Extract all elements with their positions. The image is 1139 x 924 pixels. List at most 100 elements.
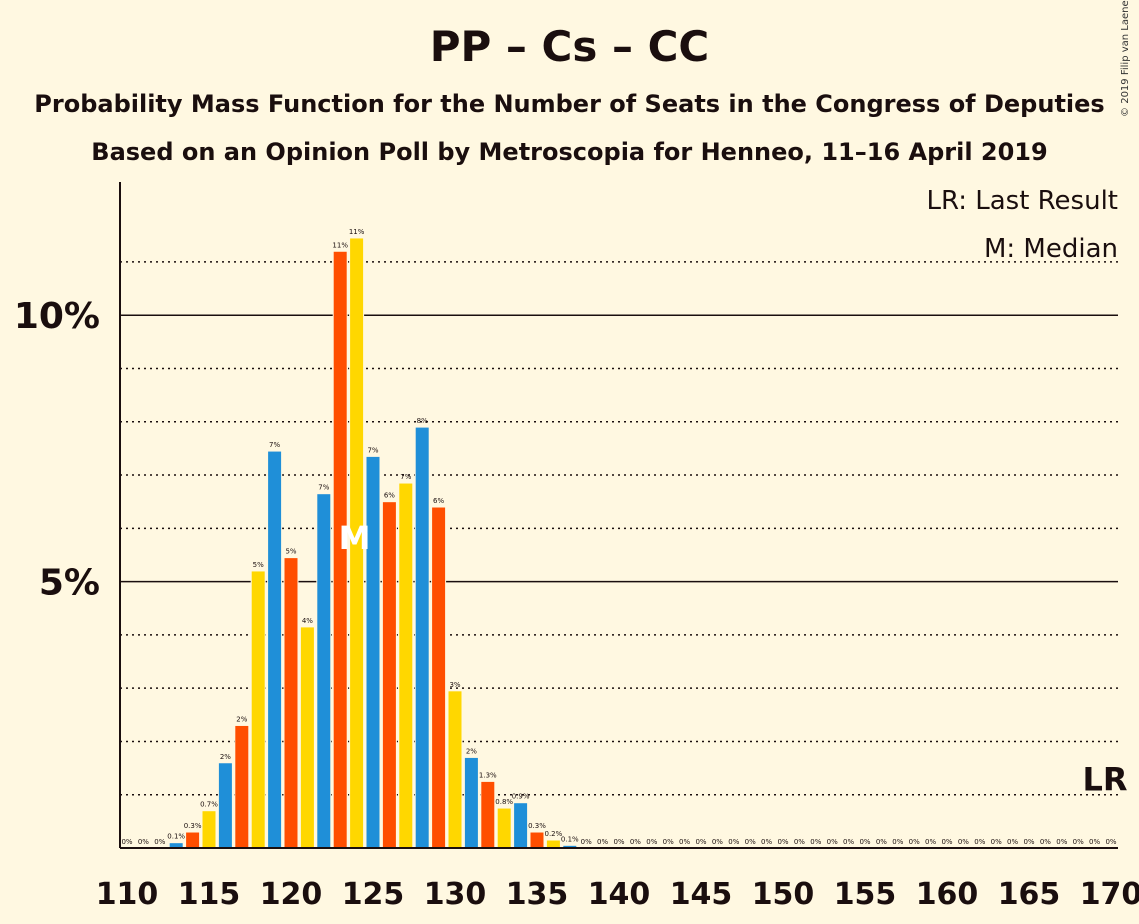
bar-label-seat-169: 0%: [1089, 838, 1100, 846]
bar-label-seat-121: 4%: [302, 617, 313, 625]
bar-label-seat-135: 0.3%: [528, 822, 546, 830]
x-tick-label: 135: [506, 877, 569, 912]
bar-label-seat-111: 0%: [138, 838, 149, 846]
bar-label-seat-119: 7%: [269, 441, 280, 449]
bar-label-seat-160: 0%: [941, 838, 952, 846]
bar-label-seat-124: 11%: [349, 228, 365, 236]
bar-seat-135: [529, 831, 545, 849]
bar-label-seat-148: 0%: [745, 838, 756, 846]
x-tick-label: 115: [178, 877, 241, 912]
bar-label-seat-138: 0%: [581, 838, 592, 846]
bar-label-seat-114: 0.3%: [184, 822, 202, 830]
bar-seat-120: [283, 557, 299, 849]
bar-label-seat-125: 7%: [367, 446, 378, 454]
x-tick-label: 145: [670, 877, 733, 912]
bar-label-seat-137: 0.1%: [561, 835, 579, 843]
bar-seat-136: [545, 839, 561, 849]
x-tick-labels: 110 115 120 125 130 135 140 145 150 155 160 165 170: [96, 877, 1139, 912]
bar-seat-118: [250, 570, 266, 849]
x-tick-label: 165: [998, 877, 1061, 912]
bar-label-seat-144: 0%: [679, 838, 690, 846]
bar-label-seat-130: 3%: [449, 681, 460, 689]
bar-label-seat-123: 11%: [332, 241, 348, 249]
bar-seat-127: [398, 482, 414, 849]
gridlines: [120, 261, 1118, 796]
bar-label-seat-122: 7%: [318, 484, 329, 492]
median-marker: M: [339, 519, 371, 557]
bar-label-seat-128: 8%: [417, 417, 428, 425]
bar-label-seat-145: 0%: [695, 838, 706, 846]
bar-label-seat-147: 0%: [728, 838, 739, 846]
bar-label-seat-117: 2%: [236, 715, 247, 723]
last-result-marker: LR: [1082, 761, 1127, 799]
bar-label-seat-163: 0%: [991, 838, 1002, 846]
bar-label-seat-153: 0%: [827, 838, 838, 846]
x-tick-label: 125: [342, 877, 405, 912]
bar-seat-132: [480, 780, 496, 849]
chart-subtitle-main: Probability Mass Function for the Number…: [34, 90, 1105, 118]
bar-label-seat-158: 0%: [909, 838, 920, 846]
bar-labels-group: 0% 0% 0%0.1%0.3%0.7%2%2%5%7%5%4%7%11%11%7%…: [121, 228, 1116, 846]
bar-label-seat-167: 0%: [1056, 838, 1067, 846]
bar-seat-117: [234, 724, 250, 849]
bar-label-seat-140: 0%: [613, 838, 624, 846]
bar-label-seat-149: 0%: [761, 838, 772, 846]
x-tick-label: 150: [752, 877, 815, 912]
bar-seat-119: [267, 450, 283, 849]
bar-seat-121: [299, 626, 315, 849]
bar-label-seat-112: 0%: [154, 838, 165, 846]
bar-label-seat-159: 0%: [925, 838, 936, 846]
bar-label-seat-129: 6%: [433, 497, 444, 505]
axes-group: [119, 182, 1118, 849]
bar-label-seat-143: 0%: [663, 838, 674, 846]
bar-label-seat-139: 0%: [597, 838, 608, 846]
bar-seat-133: [496, 807, 512, 849]
bar-label-seat-161: 0%: [958, 838, 969, 846]
bar-seat-115: [201, 810, 217, 849]
bar-label-seat-118: 5%: [253, 561, 264, 569]
bar-label-seat-155: 0%: [859, 838, 870, 846]
bar-label-seat-141: 0%: [630, 838, 641, 846]
x-tick-label: 120: [260, 877, 323, 912]
bar-seat-128: [414, 426, 430, 849]
bar-seat-134: [513, 802, 529, 849]
bar-label-seat-151: 0%: [794, 838, 805, 846]
bar-label-seat-120: 5%: [285, 548, 296, 556]
bar-label-seat-146: 0%: [712, 838, 723, 846]
bar-seat-129: [431, 506, 447, 849]
bar-label-seat-142: 0%: [646, 838, 657, 846]
y-tick-labels: 5% 10%: [14, 296, 100, 603]
bar-label-seat-113: 0.1%: [167, 833, 185, 841]
bars-group: [168, 237, 578, 849]
bar-label-seat-136: 0.2%: [545, 830, 563, 838]
bar-seat-122: [316, 493, 332, 849]
bar-label-seat-150: 0%: [777, 838, 788, 846]
bar-label-seat-110: 0%: [121, 838, 132, 846]
bar-label-seat-132: 1.3%: [479, 771, 497, 779]
bar-label-seat-126: 6%: [384, 492, 395, 500]
bar-seat-116: [217, 762, 233, 849]
bar-label-seat-164: 0%: [1007, 838, 1018, 846]
bar-label-seat-127: 7%: [400, 473, 411, 481]
bar-label-seat-116: 2%: [220, 753, 231, 761]
bar-seat-125: [365, 455, 381, 849]
bar-seat-114: [185, 831, 201, 849]
x-tick-label: 140: [588, 877, 651, 912]
bar-label-seat-170: 0%: [1105, 838, 1116, 846]
chart-title: PP – Cs – CC: [429, 22, 710, 71]
bar-label-seat-154: 0%: [843, 838, 854, 846]
bar-label-seat-166: 0%: [1040, 838, 1051, 846]
x-tick-label: 130: [424, 877, 487, 912]
y-tick-label: 5%: [39, 563, 100, 604]
bar-seat-126: [381, 501, 397, 849]
chart-subtitle-source: Based on an Opinion Poll by Metroscopia …: [91, 138, 1048, 166]
bar-label-seat-115: 0.7%: [200, 801, 218, 809]
bar-label-seat-168: 0%: [1073, 838, 1084, 846]
y-tick-label: 10%: [14, 296, 100, 337]
x-tick-label: 170: [1080, 877, 1139, 912]
bar-label-seat-165: 0%: [1023, 838, 1034, 846]
bar-label-seat-134: 0.9%: [512, 793, 530, 801]
x-tick-label: 160: [916, 877, 979, 912]
bar-label-seat-162: 0%: [974, 838, 985, 846]
